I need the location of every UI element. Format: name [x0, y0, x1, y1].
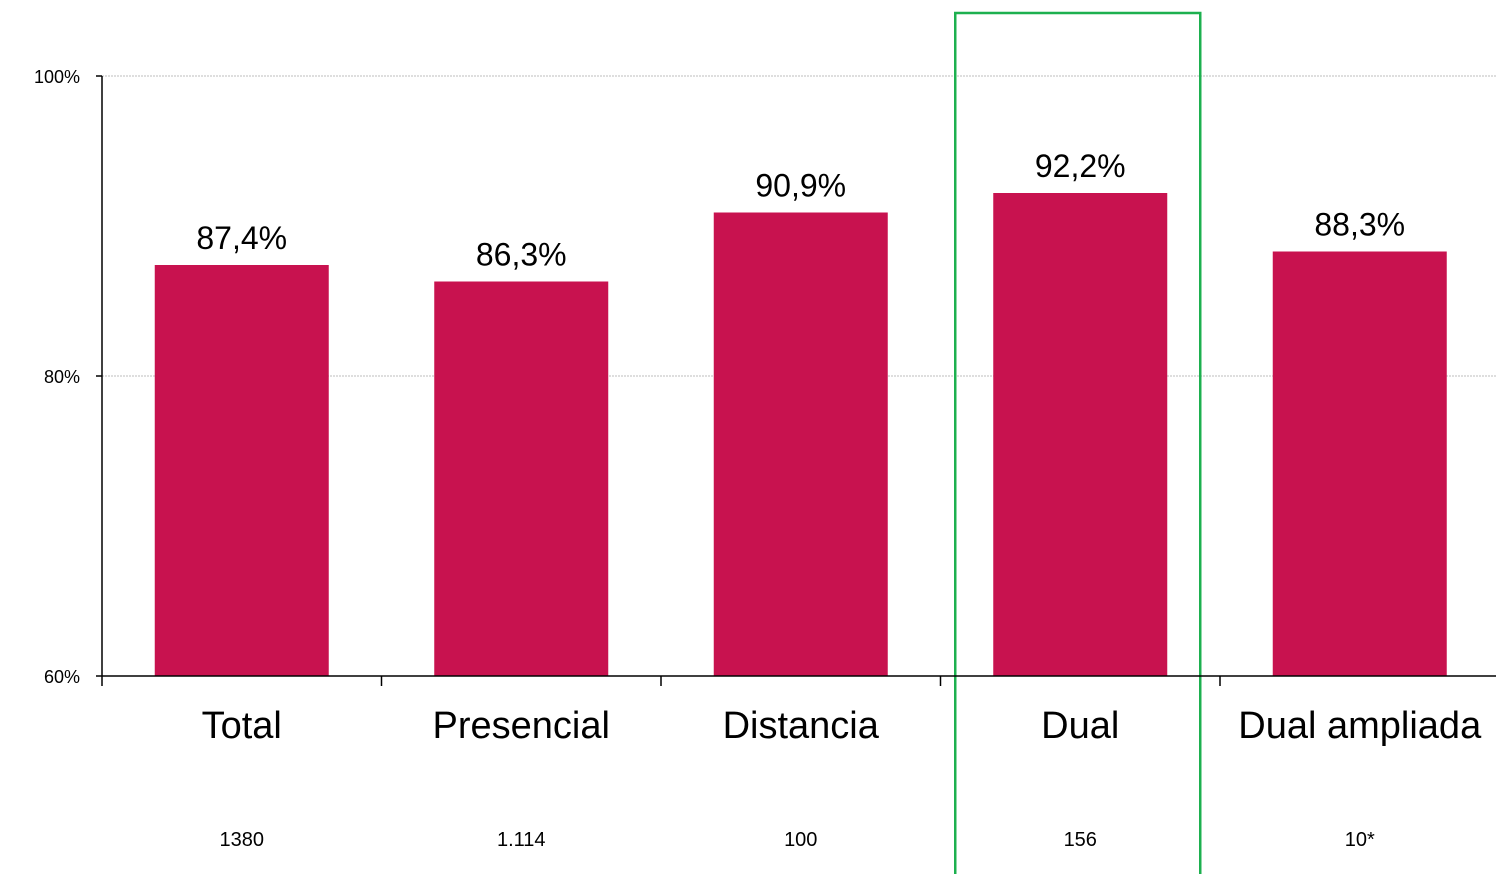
- data-label: 90,9%: [755, 168, 846, 204]
- x-category-label: Presencial: [433, 705, 610, 747]
- x-category-label: Distancia: [723, 705, 880, 747]
- bars-group: [154, 193, 1447, 676]
- sample-size-label: 156: [1064, 829, 1097, 851]
- data-label: 86,3%: [476, 237, 567, 273]
- highlight-box-group: [954, 11, 1202, 874]
- y-tick-label: 100%: [34, 67, 80, 87]
- sample-size-label: 100: [784, 829, 817, 851]
- y-tick-label: 60%: [44, 667, 80, 687]
- labels-group: 60% 80% 100% 87,4% Total 1380 86,3% Presencial 1…: [34, 67, 1482, 851]
- data-label: 92,2%: [1035, 148, 1126, 184]
- x-category-label: Dual: [1041, 705, 1119, 747]
- bar-distancia: [713, 212, 888, 676]
- y-tick-label: 80%: [44, 367, 80, 387]
- bar-total: [154, 265, 329, 676]
- sample-size-label: 1380: [220, 829, 265, 851]
- axes-group: [96, 75, 1496, 686]
- sample-size-label: 10*: [1345, 829, 1375, 851]
- x-category-label: Dual ampliada: [1238, 705, 1482, 747]
- bar-presencial: [434, 281, 609, 676]
- bar-dual-ampliada: [1272, 251, 1447, 676]
- data-label: 87,4%: [196, 220, 287, 256]
- data-label: 88,3%: [1314, 207, 1405, 243]
- x-category-label: Total: [202, 705, 282, 747]
- highlight-box: [954, 11, 1202, 874]
- sample-size-label: 1.114: [497, 829, 546, 851]
- bar-dual: [993, 193, 1168, 676]
